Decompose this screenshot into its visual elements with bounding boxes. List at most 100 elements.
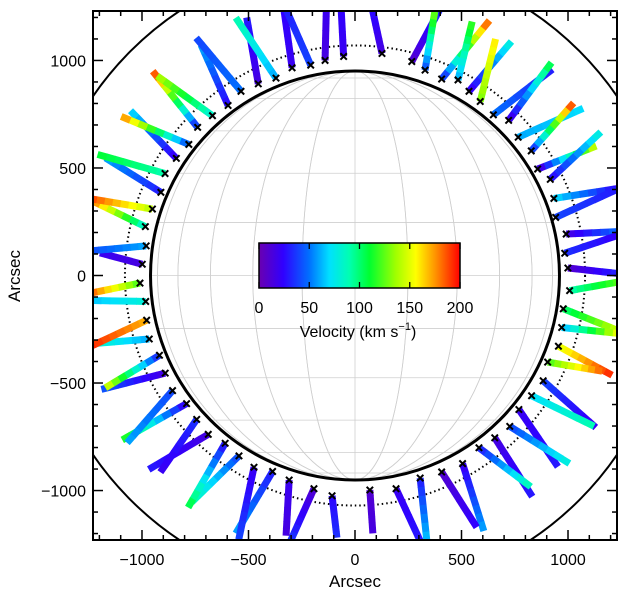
jet-marker-x [504, 116, 513, 125]
jet-segment [576, 284, 586, 293]
jet [93, 317, 149, 350]
jet [235, 466, 258, 540]
jet-segment [456, 497, 467, 509]
jet [103, 352, 162, 391]
jet-segment [461, 42, 471, 52]
jet-segment [574, 363, 583, 372]
jet-marker-x [142, 316, 151, 325]
jet-marker-x [285, 476, 294, 484]
jet [93, 195, 153, 213]
jet-segment [586, 326, 597, 335]
jet-marker [235, 451, 243, 460]
jet-segment [93, 195, 98, 204]
jet-segment [147, 371, 159, 381]
jet-segment [130, 336, 141, 344]
jet-marker [407, 57, 416, 66]
jet-marker-x [514, 133, 523, 142]
jet-segment [428, 18, 438, 28]
jet-marker-x [168, 386, 177, 395]
jet-segment [124, 167, 136, 179]
jet [119, 113, 191, 148]
jet-segment [124, 377, 135, 387]
jet-marker [141, 222, 150, 231]
jet-marker [504, 116, 513, 125]
jet-segment [597, 280, 608, 289]
jet-segment [291, 523, 301, 535]
jet-marker-x [310, 484, 318, 493]
jet-marker [437, 468, 446, 476]
jet-segment [542, 60, 555, 73]
jet-segment [132, 375, 143, 385]
jet-segment [168, 82, 181, 94]
jet-marker-x [437, 468, 446, 476]
jet-segment [141, 414, 153, 426]
x-tick-label: 1000 [550, 552, 586, 569]
jet-marker-x [490, 433, 499, 442]
jet-marker [458, 459, 467, 468]
jet-segment [464, 511, 476, 523]
jet-marker [321, 56, 329, 65]
jet-segment [595, 327, 606, 336]
jet-segment [573, 407, 586, 419]
jet-segment [460, 504, 472, 516]
jet-segment [427, 541, 428, 551]
colorbar-tick-label: 0 [255, 300, 264, 317]
jet-segment [107, 330, 119, 341]
jet-marker [237, 87, 245, 96]
jet-segment [469, 518, 480, 530]
jet-segment [447, 483, 458, 495]
jet-segment [201, 481, 213, 494]
jet-segment [250, 57, 259, 69]
jet-segment [105, 245, 116, 253]
jet-segment [427, 25, 436, 35]
jet-segment [97, 201, 109, 212]
jet-segment [113, 155, 125, 166]
jet [93, 335, 150, 348]
jet-marker [148, 205, 157, 213]
jet-segment [332, 526, 340, 533]
jet-segment [135, 420, 148, 433]
jet-segment [547, 383, 560, 396]
jet [99, 249, 144, 268]
jet-marker-x [539, 376, 548, 385]
jet-segment [515, 473, 527, 485]
jet [547, 129, 604, 182]
jet-marker [533, 165, 542, 173]
jet-marker-x [208, 111, 217, 120]
jet-marker-x [272, 74, 280, 83]
jet-marker [172, 154, 181, 163]
jet-marker [161, 169, 169, 178]
jet-segment [430, 11, 439, 21]
jet-marker-x [533, 165, 542, 173]
jet-segment [603, 368, 614, 379]
jet-segment [566, 401, 579, 413]
jet-segment [116, 379, 127, 389]
jet-marker-x [268, 467, 277, 476]
jet-segment [138, 162, 150, 173]
colorbar-tick-label: 150 [396, 300, 423, 317]
jet-segment [424, 47, 433, 57]
jet-marker-x [454, 76, 462, 84]
jet-segment [584, 196, 596, 207]
jet-segment [484, 61, 494, 72]
jet-segment [549, 118, 561, 130]
jet-segment [96, 151, 108, 161]
jet-segment [124, 281, 134, 290]
jet-segment [300, 501, 311, 513]
jet-segment [544, 446, 557, 458]
jet-segment [587, 142, 598, 153]
jet-segment [375, 37, 384, 48]
colorbar-label-close: ) [411, 324, 416, 341]
jet-segment [489, 454, 501, 466]
jet-marker [562, 230, 571, 238]
jet-segment [283, 27, 292, 38]
jet-segment [565, 100, 577, 112]
jet-segment [104, 153, 116, 163]
jet-segment [579, 189, 590, 198]
jet-segment [289, 21, 300, 34]
jet-segment [153, 127, 166, 138]
jet-segment [463, 35, 473, 45]
jet-segment [472, 504, 482, 516]
jet-marker-x [142, 241, 151, 250]
jet [507, 423, 572, 467]
